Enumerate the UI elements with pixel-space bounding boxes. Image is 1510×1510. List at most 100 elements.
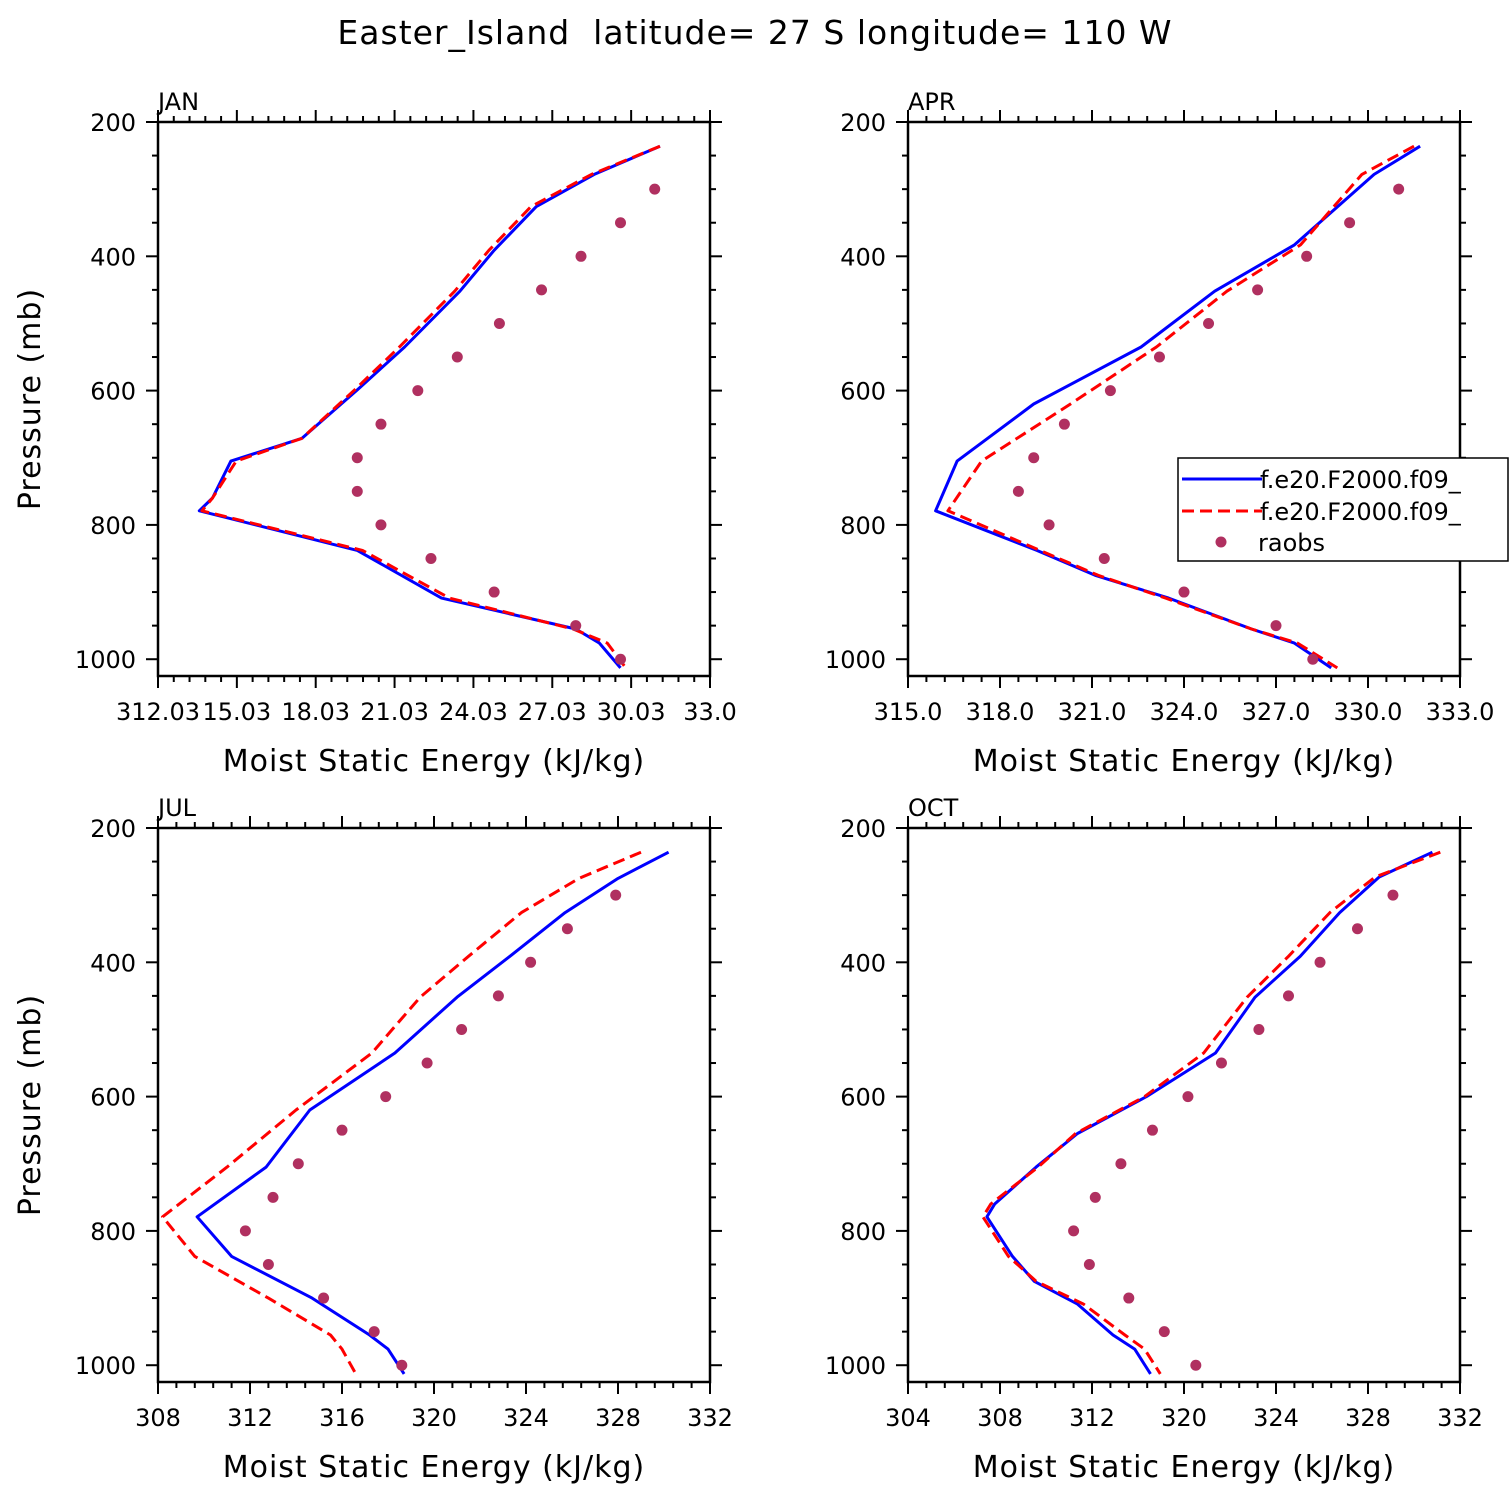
- raobs-point: [267, 1191, 279, 1203]
- series-line-solid: [195, 850, 670, 1375]
- series-line-dashed: [981, 850, 1441, 1375]
- y-tick-label: 600: [840, 378, 886, 406]
- raobs-point: [380, 1091, 392, 1103]
- x-tick-label: 33.0: [683, 698, 736, 726]
- y-tick-label: 1000: [825, 646, 886, 674]
- y-tick-label: 600: [90, 378, 136, 406]
- raobs-point: [1393, 183, 1405, 195]
- x-tick-label: 27.03: [518, 698, 587, 726]
- raobs-point: [421, 1057, 433, 1069]
- x-tick-label: 15.03: [202, 698, 271, 726]
- y-tick-label: 400: [840, 243, 886, 271]
- raobs-point: [492, 990, 504, 1002]
- raobs-point: [1083, 1258, 1095, 1270]
- raobs-point: [1387, 889, 1399, 901]
- series-line-solid: [197, 144, 661, 669]
- x-tick-label: 308: [135, 1404, 181, 1432]
- raobs-point: [493, 317, 505, 329]
- panel-month-label: JUL: [156, 794, 197, 822]
- raobs-point: [336, 1124, 348, 1136]
- raobs-point: [536, 284, 548, 296]
- raobs-point: [1123, 1292, 1135, 1304]
- raobs-point: [1203, 317, 1215, 329]
- y-tick-label: 800: [840, 1218, 886, 1246]
- x-axis-title: Moist Static Energy (kJ/kg): [223, 744, 646, 779]
- y-tick-label: 400: [90, 243, 136, 271]
- x-tick-label: 312.03: [116, 698, 200, 726]
- raobs-point: [1158, 1326, 1170, 1338]
- raobs-point: [1270, 620, 1282, 632]
- legend-marker-raobs: [1215, 536, 1227, 548]
- raobs-point: [1058, 418, 1070, 430]
- y-axis-title: Pressure (mb): [13, 288, 48, 510]
- series-line-solid: [985, 850, 1434, 1375]
- panel-oct: 304 308 312 320 324 328 332 200 400 600 800 1000 OCT…: [825, 794, 1483, 1485]
- raobs-point: [1301, 250, 1313, 262]
- x-tick-label: 320: [411, 1404, 457, 1432]
- plot-frame: [156, 826, 712, 1384]
- raobs-point: [239, 1225, 251, 1237]
- raobs-point: [1314, 956, 1326, 968]
- legend-label-3: raobs: [1258, 529, 1325, 557]
- raobs-point: [1282, 990, 1294, 1002]
- raobs-point: [615, 653, 627, 665]
- legend: f.e20.F2000.f09_ f.e20.F2000.f09_ raobs: [1177, 457, 1509, 562]
- raobs-point: [1028, 452, 1040, 464]
- raobs-point: [649, 183, 661, 195]
- y-tick-label: 600: [840, 1084, 886, 1112]
- x-tick-label: 332: [1437, 1404, 1483, 1432]
- raobs-point: [1351, 923, 1363, 935]
- raobs-point: [1178, 586, 1190, 598]
- x-tick-label: 316: [319, 1404, 365, 1432]
- legend-box: [1177, 457, 1509, 562]
- raobs-point: [1089, 1191, 1101, 1203]
- raobs-point: [456, 1023, 468, 1035]
- x-axis-title: Moist Static Energy (kJ/kg): [223, 1450, 646, 1485]
- y-tick-label: 200: [90, 109, 136, 137]
- x-tick-label: 321.0: [1058, 698, 1127, 726]
- series-line-dashed: [946, 144, 1415, 670]
- raobs-point: [412, 385, 424, 397]
- raobs-point: [615, 217, 627, 229]
- series-line-dashed: [200, 144, 661, 669]
- x-tick-label: 315.0: [874, 698, 943, 726]
- y-tick-label: 200: [840, 109, 886, 137]
- x-axis-title: Moist Static Energy (kJ/kg): [973, 744, 1396, 779]
- raobs-point: [1098, 552, 1110, 564]
- x-tick-label: 312: [227, 1404, 273, 1432]
- panel-apr: 315.0 318.0 321.0 324.0 327.0 330.0 333.0 200 40…: [825, 88, 1494, 779]
- raobs-point: [1344, 217, 1356, 229]
- raobs-point: [1104, 385, 1116, 397]
- x-tick-label: 304: [885, 1404, 931, 1432]
- y-tick-label: 1000: [75, 646, 136, 674]
- y-tick-label: 200: [840, 815, 886, 843]
- raobs-point: [451, 351, 463, 363]
- panel-month-label: APR: [908, 88, 956, 116]
- raobs-point: [1068, 1225, 1080, 1237]
- series-line-dashed: [161, 850, 642, 1375]
- y-tick-label: 800: [840, 512, 886, 540]
- x-tick-label: 327.0: [1242, 698, 1311, 726]
- raobs-point: [1012, 485, 1024, 497]
- x-tick-label: 324.0: [1150, 698, 1219, 726]
- raobs-point: [1153, 351, 1165, 363]
- raobs-point: [1115, 1158, 1127, 1170]
- y-tick-label: 800: [90, 1218, 136, 1246]
- x-tick-label: 324: [1253, 1404, 1299, 1432]
- raobs-point: [1253, 1023, 1265, 1035]
- x-tick-label: 24.03: [439, 698, 508, 726]
- x-tick-label: 18.03: [281, 698, 350, 726]
- raobs-point: [570, 620, 582, 632]
- raobs-point: [318, 1292, 330, 1304]
- y-tick-label: 1000: [825, 1352, 886, 1380]
- plot-frame: [906, 826, 1462, 1384]
- x-tick-label: 324: [503, 1404, 549, 1432]
- y-tick-label: 800: [90, 512, 136, 540]
- raobs-point: [488, 586, 500, 598]
- x-tick-label: 318.0: [966, 698, 1035, 726]
- raobs-point: [368, 1326, 380, 1338]
- x-axis-title: Moist Static Energy (kJ/kg): [973, 1450, 1396, 1485]
- x-tick-label: 328: [595, 1404, 641, 1432]
- raobs-point: [1146, 1124, 1158, 1136]
- raobs-point: [292, 1158, 304, 1170]
